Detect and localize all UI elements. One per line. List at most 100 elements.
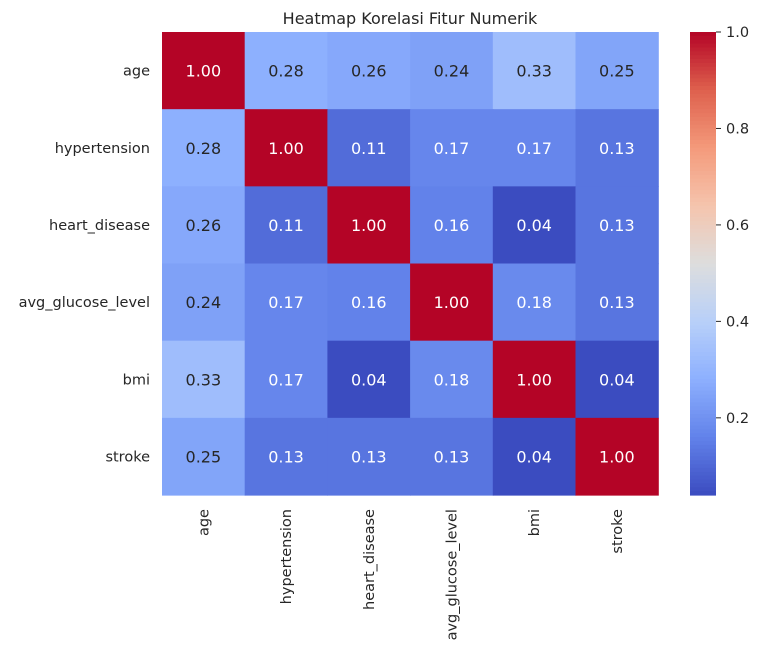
colorbar-segment <box>690 402 716 407</box>
cell-value-label: 0.25 <box>599 62 635 81</box>
y-tick-label: bmi <box>123 372 150 388</box>
cell-value-label: 0.04 <box>599 370 635 389</box>
colorbar-segment <box>690 136 716 141</box>
colorbar-segment <box>690 437 716 442</box>
heatmap-cell <box>244 32 328 110</box>
colorbar-segment <box>690 483 716 488</box>
cell-value-label: 0.18 <box>516 293 552 312</box>
colorbar-segment <box>690 359 716 365</box>
colorbar-segment <box>690 155 716 160</box>
cell-value-label: 0.18 <box>434 370 470 389</box>
colorbar-segment <box>690 35 716 41</box>
heatmap-cell <box>327 417 411 496</box>
heatmap-cell <box>244 340 328 419</box>
colorbar-segment <box>690 109 716 114</box>
colorbar-segment <box>690 194 716 199</box>
colorbar-segment <box>690 290 716 295</box>
heatmap-cell <box>327 186 411 265</box>
colorbar-segment <box>690 340 716 346</box>
heatmap-cell <box>492 109 577 187</box>
heatmap-cell <box>244 186 328 265</box>
colorbar-segment <box>690 475 716 481</box>
colorbar-segment <box>690 390 716 396</box>
y-tick-label: age <box>123 64 150 80</box>
heatmap-cell <box>410 32 494 110</box>
x-tick-label: heart_disease <box>362 509 378 610</box>
heatmap-cell <box>410 186 494 265</box>
colorbar-segment <box>690 421 716 427</box>
colorbar-segment <box>690 86 716 91</box>
colorbar-segment <box>690 132 716 137</box>
colorbar-segment <box>690 282 716 288</box>
colorbar-segment <box>690 429 716 434</box>
cell-value-label: 1.00 <box>186 62 222 81</box>
colorbar-segment <box>690 78 716 83</box>
heatmap-cells <box>162 32 659 496</box>
colorbar-segment <box>690 471 716 477</box>
colorbar-segment <box>690 309 716 315</box>
colorbar-segment <box>690 278 716 284</box>
colorbar-segment <box>690 348 716 353</box>
colorbar-segment <box>690 147 716 153</box>
colorbar-segment <box>690 456 716 461</box>
colorbar-segment <box>690 140 716 145</box>
colorbar-segment <box>690 236 716 241</box>
colorbar-segment <box>690 321 716 326</box>
colorbar-segment <box>690 460 716 465</box>
colorbar-segment <box>690 332 716 338</box>
colorbar-segment <box>690 356 716 361</box>
cell-value-label: 0.04 <box>516 216 552 235</box>
colorbar-segment <box>690 205 716 211</box>
chart-title: Heatmap Korelasi Fitur Numerik <box>283 9 538 28</box>
colorbar-segment <box>690 217 716 222</box>
colorbar-segment <box>690 221 716 226</box>
colorbar-segment <box>690 267 716 272</box>
colorbar-segment <box>690 55 716 60</box>
colorbar-segment <box>690 452 716 458</box>
y-tick-label: stroke <box>105 449 150 465</box>
colorbar-segment <box>690 178 716 184</box>
colorbar-segment <box>690 163 716 168</box>
colorbar-ticks: 0.2 0.4 0.6 0.8 1.0 <box>716 25 749 427</box>
colorbar-segment <box>690 298 716 303</box>
colorbar-segment <box>690 352 716 357</box>
heatmap-cell <box>575 263 659 342</box>
y-tick-label: hypertension <box>55 141 150 157</box>
colorbar-tick-label: 0.6 <box>726 218 749 234</box>
colorbar-segment <box>690 394 716 400</box>
x-tick-label: stroke <box>610 509 626 554</box>
colorbar-segment <box>690 186 716 191</box>
colorbar-segment <box>690 440 716 446</box>
colorbar-segment <box>690 255 716 261</box>
heatmap-cell <box>492 417 577 496</box>
heatmap-cell <box>410 109 494 187</box>
colorbar-segment <box>690 383 716 388</box>
cell-value-label: 0.13 <box>351 447 387 466</box>
colorbar-segment <box>690 263 716 268</box>
colorbar <box>690 32 716 496</box>
colorbar-segment <box>690 244 716 249</box>
colorbar-segment <box>690 344 716 349</box>
colorbar-segment <box>690 174 716 180</box>
colorbar-segment <box>690 197 716 203</box>
heatmap-cell <box>327 32 411 110</box>
colorbar-segment <box>690 302 716 307</box>
colorbar-segment <box>690 47 716 52</box>
cell-value-label: 0.13 <box>599 293 635 312</box>
heatmap-cell <box>492 340 577 419</box>
cell-value-label: 0.04 <box>516 447 552 466</box>
colorbar-segment <box>690 116 716 122</box>
colorbar-segment <box>690 386 716 392</box>
cell-value-label: 0.28 <box>268 62 304 81</box>
heatmap-cell <box>575 186 659 265</box>
colorbar-segment <box>690 467 716 473</box>
cell-value-label: 0.11 <box>351 139 387 158</box>
heatmap-cell <box>162 340 246 419</box>
colorbar-segment <box>690 105 716 110</box>
colorbar-segment <box>690 89 716 95</box>
heatmap-cell <box>575 109 659 187</box>
cell-value-label: 0.16 <box>351 293 387 312</box>
colorbar-segment <box>690 379 716 384</box>
colorbar-segment <box>690 305 716 311</box>
y-axis-labels: age hypertension heart_disease avg_glucose_… <box>19 64 150 466</box>
